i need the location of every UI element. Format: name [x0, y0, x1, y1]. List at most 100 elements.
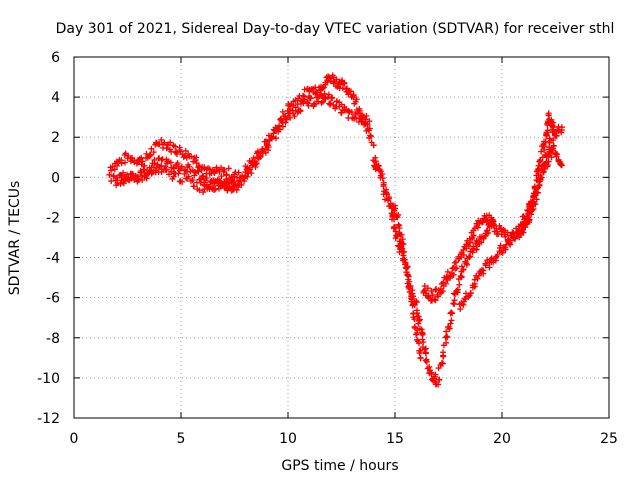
data-point: [469, 249, 476, 256]
data-point: [120, 180, 127, 187]
data-point: [108, 167, 115, 174]
data-point: [474, 224, 481, 231]
data-point: [167, 159, 174, 166]
data-point: [457, 306, 464, 313]
data-point: [118, 160, 125, 167]
plot-frame: [73, 56, 610, 419]
data-point: [297, 108, 304, 115]
data-point: [543, 132, 550, 139]
data-point: [443, 339, 450, 346]
data-point: [296, 107, 303, 114]
data-point: [352, 111, 359, 118]
data-point: [325, 91, 332, 98]
data-point: [545, 112, 552, 119]
data-point: [480, 270, 487, 277]
data-point: [364, 121, 371, 128]
data-point: [231, 182, 238, 189]
data-point: [172, 143, 179, 150]
data-point: [114, 179, 121, 186]
data-point: [253, 160, 260, 167]
data-point: [417, 354, 424, 361]
x-tick-label: 20: [493, 431, 511, 447]
data-point: [445, 323, 452, 330]
data-point: [209, 183, 216, 190]
data-point: [431, 296, 438, 303]
data-point: [276, 122, 283, 129]
data-point: [265, 144, 272, 151]
data-point: [291, 113, 298, 120]
data-point: [507, 241, 514, 248]
data-point: [292, 104, 299, 111]
data-point: [460, 252, 467, 259]
data-point: [413, 310, 420, 317]
data-point: [388, 205, 395, 212]
data-point: [120, 169, 127, 176]
data-point: [435, 365, 442, 372]
data-point: [450, 300, 457, 307]
data-point: [352, 98, 359, 105]
data-point: [415, 320, 422, 327]
data-point: [143, 175, 150, 182]
data-point: [185, 150, 192, 157]
data-point: [348, 109, 355, 116]
data-point: [223, 176, 230, 183]
data-point: [221, 166, 228, 173]
data-point: [417, 347, 424, 354]
data-point: [382, 196, 389, 203]
x-tick-label: 5: [177, 431, 186, 447]
data-point: [500, 226, 507, 233]
data-point: [440, 349, 447, 356]
y-tick-label: -12: [37, 411, 60, 427]
data-point: [196, 187, 203, 194]
data-point: [439, 359, 446, 366]
data-point: [416, 316, 423, 323]
data-point: [394, 233, 401, 240]
data-point: [553, 132, 560, 139]
data-point: [448, 309, 455, 316]
data-point: [540, 168, 547, 175]
data-point: [533, 177, 540, 184]
data-point: [133, 160, 140, 167]
data-point: [289, 107, 296, 114]
data-point: [428, 369, 435, 376]
data-point: [250, 154, 257, 161]
data-point: [454, 286, 461, 293]
data-point: [212, 186, 219, 193]
data-point: [548, 154, 555, 161]
data-point: [554, 151, 561, 158]
data-point: [341, 80, 348, 87]
data-point: [282, 119, 289, 126]
data-point: [185, 173, 192, 180]
data-point: [423, 290, 430, 297]
data-point: [416, 340, 423, 347]
y-tick-label: 6: [51, 50, 60, 66]
data-point: [558, 124, 565, 131]
data-point: [395, 221, 402, 228]
data-point: [538, 148, 545, 155]
data-point: [276, 126, 283, 133]
data-point: [263, 140, 270, 147]
data-point: [530, 193, 537, 200]
data-point: [478, 239, 485, 246]
data-point: [451, 259, 458, 266]
data-point: [471, 283, 478, 290]
data-point: [226, 184, 233, 191]
data-point: [532, 201, 539, 208]
data-point: [439, 288, 446, 295]
data-point: [471, 276, 478, 283]
data-point: [338, 109, 345, 116]
y-axis-label: SDTVAR / TECUs: [7, 181, 23, 296]
data-point: [188, 153, 195, 160]
data-point: [173, 151, 180, 158]
data-point: [448, 317, 455, 324]
data-point: [413, 331, 420, 338]
y-tick-label: -4: [46, 251, 60, 267]
data-point: [257, 153, 264, 160]
data-point: [180, 154, 187, 161]
data-point: [367, 133, 374, 140]
data-point: [139, 176, 146, 183]
data-point: [419, 331, 426, 338]
data-point: [321, 95, 328, 102]
chart-title: Day 301 of 2021, Sidereal Day-to-day VTE…: [56, 21, 615, 37]
